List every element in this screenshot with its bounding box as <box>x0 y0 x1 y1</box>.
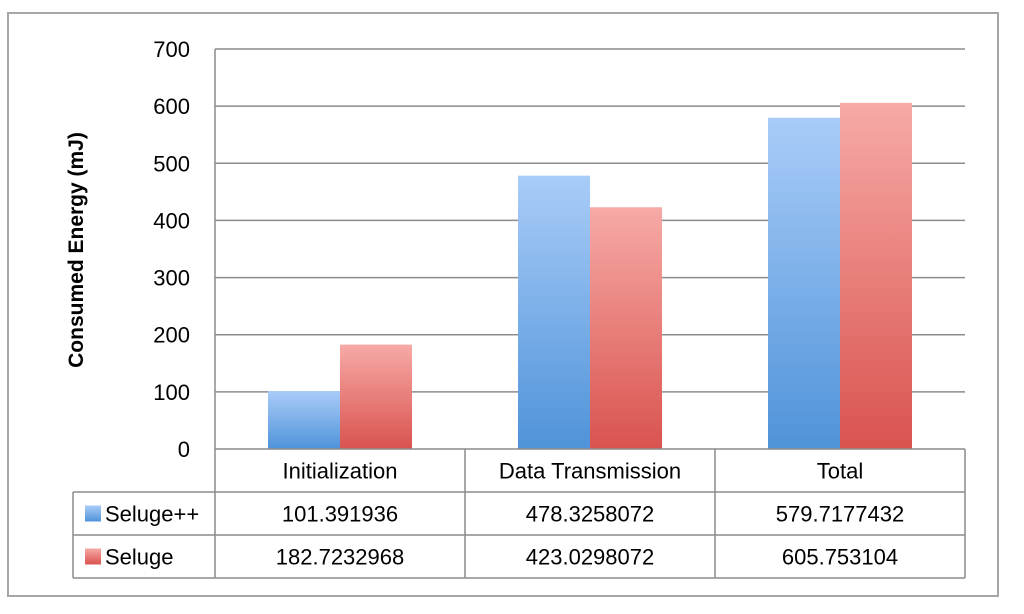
data-label: 579.7177432 <box>776 502 904 527</box>
data-table: Initialization Data Transmission Total Selu… <box>72 448 966 579</box>
legend-label: Seluge++ <box>105 502 199 527</box>
y-tick-label: 300 <box>153 266 190 291</box>
data-label: 182.7232968 <box>276 545 404 570</box>
bar-0-1 <box>518 175 590 450</box>
data-label: 423.0298072 <box>526 545 654 570</box>
legend-swatch <box>85 505 101 522</box>
y-tick-label: 500 <box>153 151 190 176</box>
y-tick-label: 600 <box>153 94 190 119</box>
y-tick-label: 0 <box>178 437 190 462</box>
y-tick-label: 400 <box>153 208 190 233</box>
data-label: 101.391936 <box>282 502 398 527</box>
bar-1-0 <box>340 344 412 449</box>
data-label: 605.753104 <box>782 545 898 570</box>
bar-1-1 <box>590 207 662 449</box>
bar-0-2 <box>768 117 840 449</box>
bars <box>268 102 912 450</box>
bar-1-2 <box>840 102 912 449</box>
category-label: Total <box>817 459 863 484</box>
legend-swatch <box>85 548 101 565</box>
data-label: 478.3258072 <box>526 502 654 527</box>
category-label: Initialization <box>283 459 398 484</box>
y-tick-label: 200 <box>153 323 190 348</box>
legend-label: Seluge <box>105 545 174 570</box>
y-tick-label: 700 <box>153 37 190 62</box>
bar-0-0 <box>268 391 340 449</box>
y-tick-label: 100 <box>153 380 190 405</box>
y-axis-tick-labels: 0 100 200 300 400 500 600 700 <box>153 37 190 462</box>
y-axis-label: Consumed Energy (mJ) <box>65 132 88 368</box>
category-label: Data Transmission <box>499 459 681 484</box>
